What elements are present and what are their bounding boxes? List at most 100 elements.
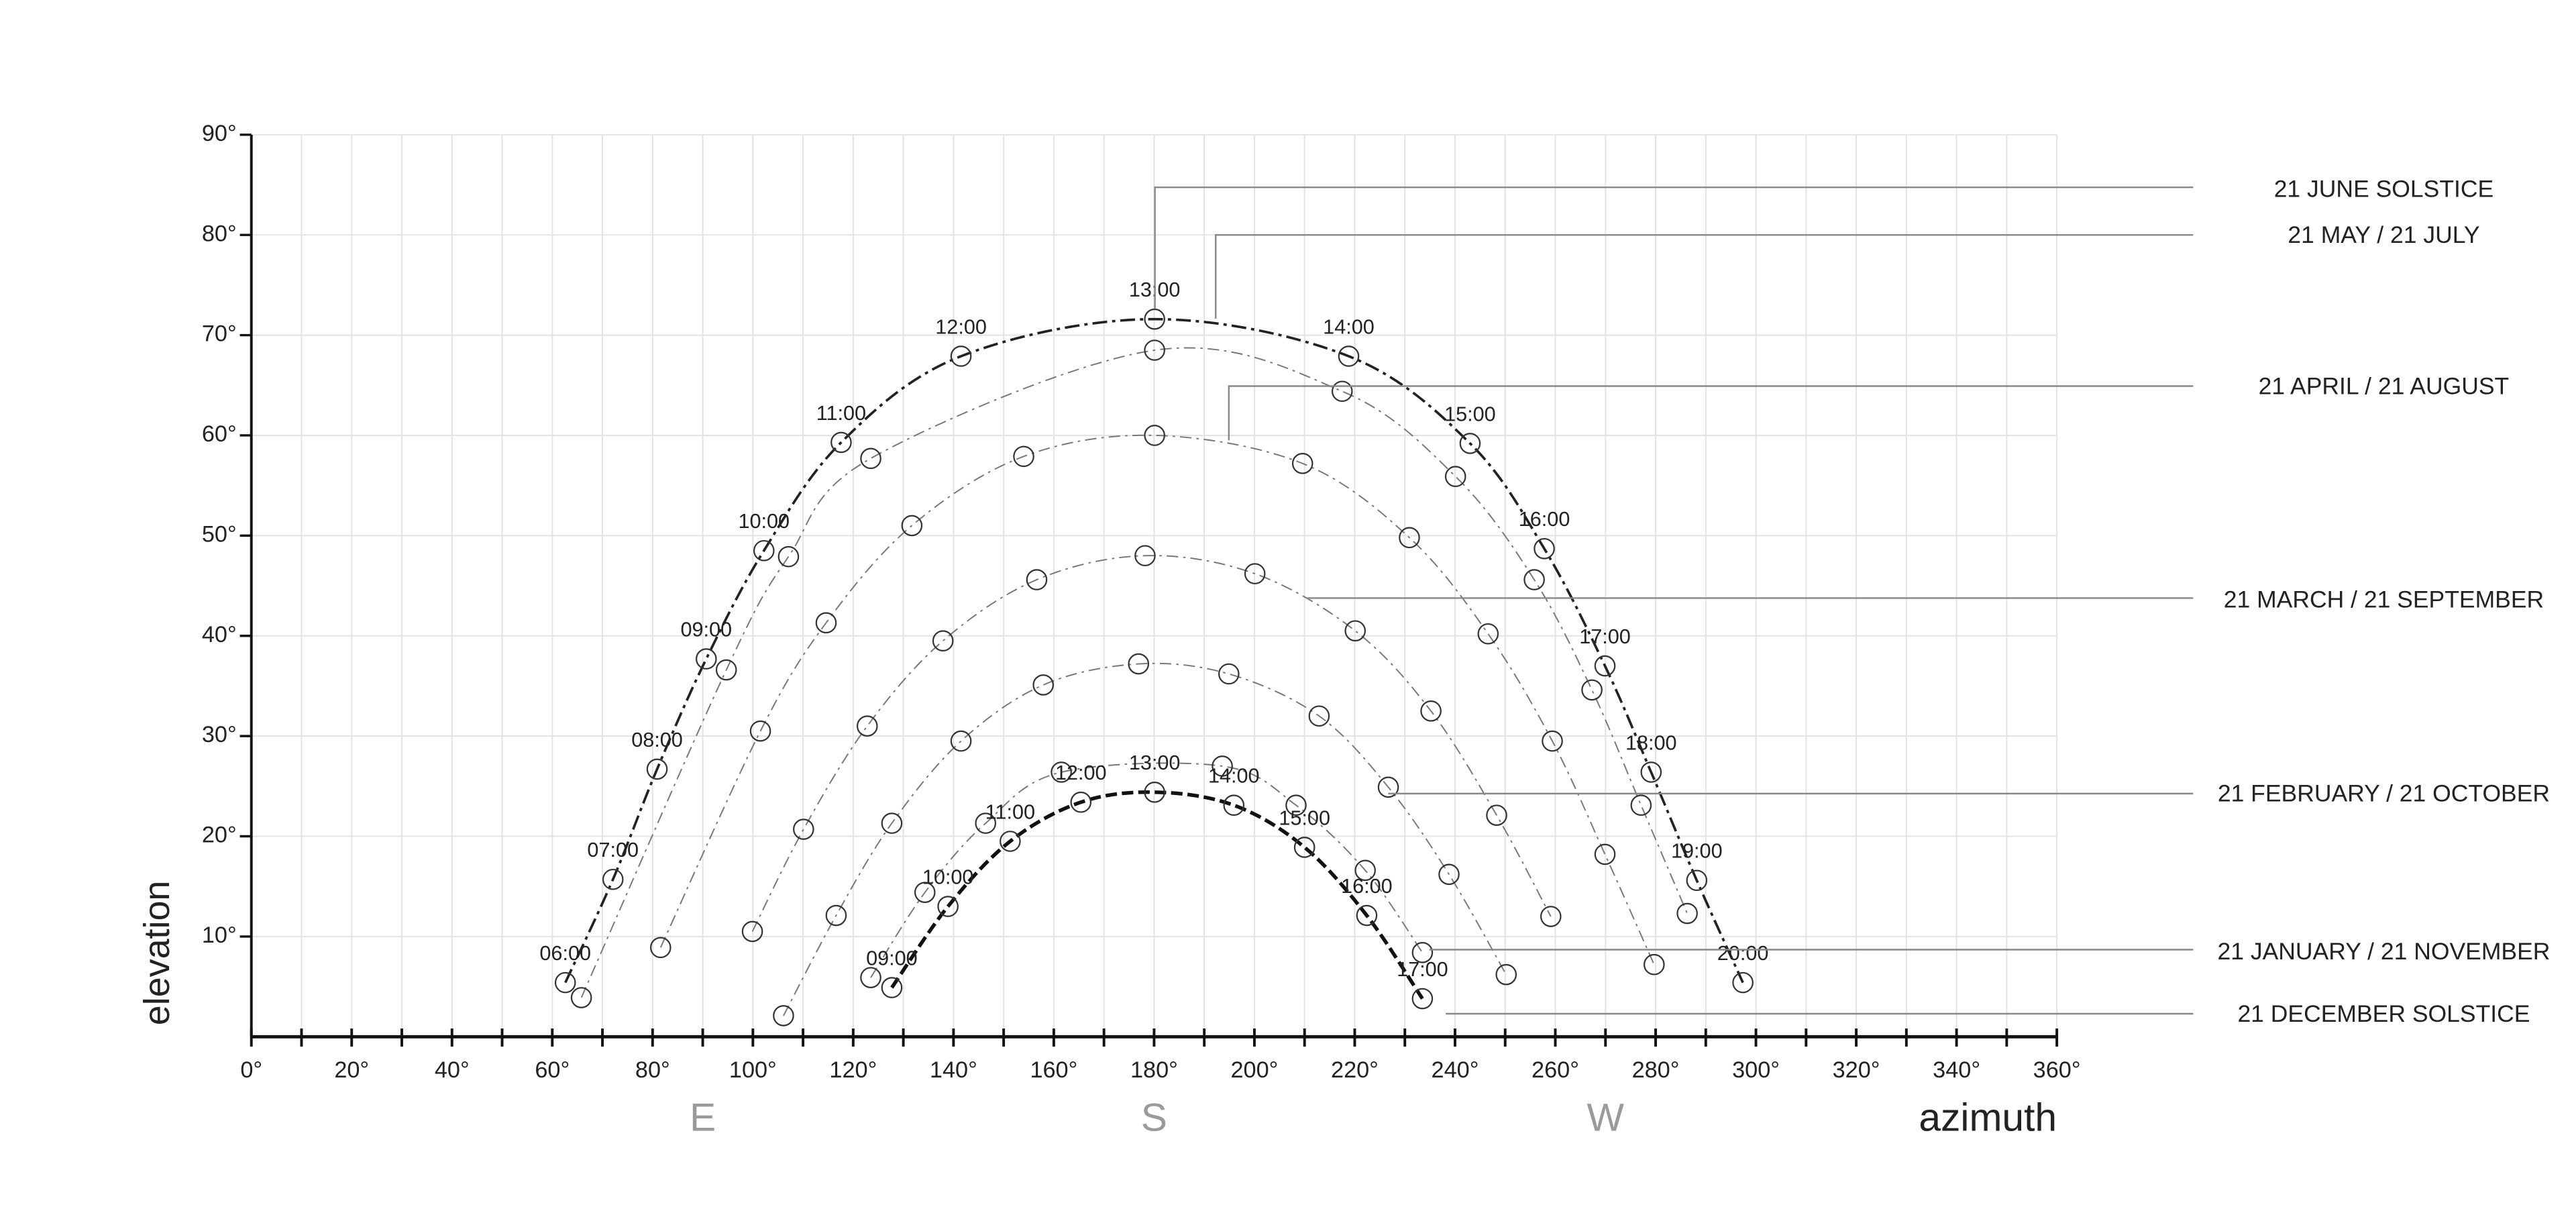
sun-position [749, 720, 771, 742]
x-axis-label: azimuth [1919, 1096, 2057, 1140]
sun-position [1411, 942, 1434, 963]
sun-position [695, 648, 717, 670]
sun-position [1356, 904, 1378, 927]
sun-position [815, 612, 837, 634]
sun-position [1732, 971, 1754, 994]
x-tick-label: 160° [1030, 1057, 1077, 1083]
sun-position [777, 545, 800, 568]
sun-position [1523, 569, 1545, 590]
y-tick-label: 40° [202, 622, 237, 647]
x-tick-label: 140° [930, 1057, 977, 1083]
x-tick-label: 320° [1833, 1057, 1880, 1083]
sun-position [881, 812, 903, 834]
sun-path-curve [783, 662, 1507, 1016]
y-tick-label: 90° [202, 121, 237, 146]
legend-leader [1228, 385, 2194, 441]
sun-position [1331, 380, 1353, 403]
sun-position [1218, 663, 1240, 685]
x-tick-label: 300° [1732, 1057, 1780, 1083]
time-label: 12:00 [1055, 761, 1107, 784]
sun-position [1459, 433, 1481, 454]
sun-position [1070, 791, 1092, 813]
x-tick-label: 360° [2033, 1057, 2081, 1083]
sun-position [901, 515, 923, 537]
time-label: 13:00 [1129, 751, 1181, 774]
sun-position [753, 539, 775, 562]
time-label: 17:00 [1397, 958, 1448, 981]
sun-position [1377, 776, 1399, 798]
legend-label: 21 MARCH / 21 SEPTEMBER [2224, 586, 2544, 613]
sun-position [1354, 859, 1376, 882]
time-label: 15:00 [1444, 403, 1496, 425]
sun-position [1134, 545, 1156, 567]
sun-position [1013, 445, 1034, 468]
sun-path-curve [580, 347, 1688, 998]
sun-position [1542, 730, 1563, 752]
sun-position [1144, 781, 1165, 803]
legend-label: 21 MAY / 21 JULY [2288, 221, 2479, 248]
time-label: 07:00 [587, 839, 639, 861]
sun-position [1293, 837, 1316, 858]
x-tick-label: 40° [435, 1057, 470, 1083]
sun-position [602, 868, 624, 890]
sun-position [1594, 655, 1616, 677]
x-tick-label: 280° [1632, 1057, 1680, 1083]
legend-label: 21 JUNE SOLSTICE [2274, 175, 2494, 202]
legend-leader [1154, 186, 2194, 309]
sun-path-curve [870, 762, 1424, 978]
sun-position [1486, 804, 1507, 826]
sun-position [554, 971, 576, 994]
x-tick-label: 220° [1331, 1057, 1379, 1083]
sun-position [1444, 466, 1466, 488]
x-tick-label: 60° [535, 1057, 570, 1083]
sun-position [646, 758, 668, 780]
sun-position [1144, 425, 1165, 446]
time-label: 08:00 [631, 729, 683, 751]
time-label: 16:00 [1341, 875, 1393, 898]
sun-position [950, 346, 972, 367]
y-tick-label: 30° [202, 722, 237, 747]
legend-label: 21 DECEMBER SOLSTICE [2237, 1000, 2530, 1027]
time-label: 10:00 [738, 510, 790, 533]
sun-position [773, 1005, 794, 1026]
sun-path-curve [564, 317, 1744, 984]
time-label: 16:00 [1519, 508, 1570, 531]
sun-position [1244, 563, 1266, 584]
sun-position [1686, 869, 1708, 892]
y-tick-label: 20° [202, 823, 237, 848]
y-tick-label: 10° [202, 922, 237, 948]
sun-position [793, 818, 814, 840]
sun-position [1643, 953, 1665, 975]
y-tick-label: 70° [202, 321, 237, 347]
sun-position [1540, 906, 1562, 927]
sun-position [1411, 988, 1434, 1010]
time-label: 11:00 [816, 402, 866, 425]
sun-position [1291, 453, 1313, 474]
sun-path-curve [890, 790, 1424, 1000]
sun-position [1026, 569, 1048, 590]
sun-position [1399, 527, 1420, 549]
sun-position [825, 904, 847, 927]
sun-position [1032, 674, 1054, 696]
time-label: 19:00 [1671, 840, 1723, 863]
sun-position [649, 937, 672, 959]
sun-position [1308, 705, 1330, 727]
legend-leader [1215, 233, 2194, 319]
time-label: 10:00 [922, 866, 974, 889]
sun-position [1594, 843, 1616, 865]
x-tick-label: 80° [635, 1057, 670, 1083]
x-tick-label: 200° [1230, 1057, 1278, 1083]
y-tick-label: 50° [202, 521, 237, 547]
sun-position [860, 967, 881, 988]
time-label: 14:00 [1208, 765, 1260, 788]
y-axis-label: elevation [137, 881, 177, 1026]
sun-position [1128, 653, 1150, 675]
time-label: 09:00 [680, 619, 732, 641]
x-tick-label: 120° [829, 1057, 877, 1083]
x-tick-label: 20° [334, 1057, 369, 1083]
legend-label: 21 FEBRUARY / 21 OCTOBER [2218, 780, 2550, 807]
sun-path-curve [659, 434, 1655, 965]
sun-position [937, 896, 959, 917]
compass-label: W [1587, 1096, 1625, 1140]
